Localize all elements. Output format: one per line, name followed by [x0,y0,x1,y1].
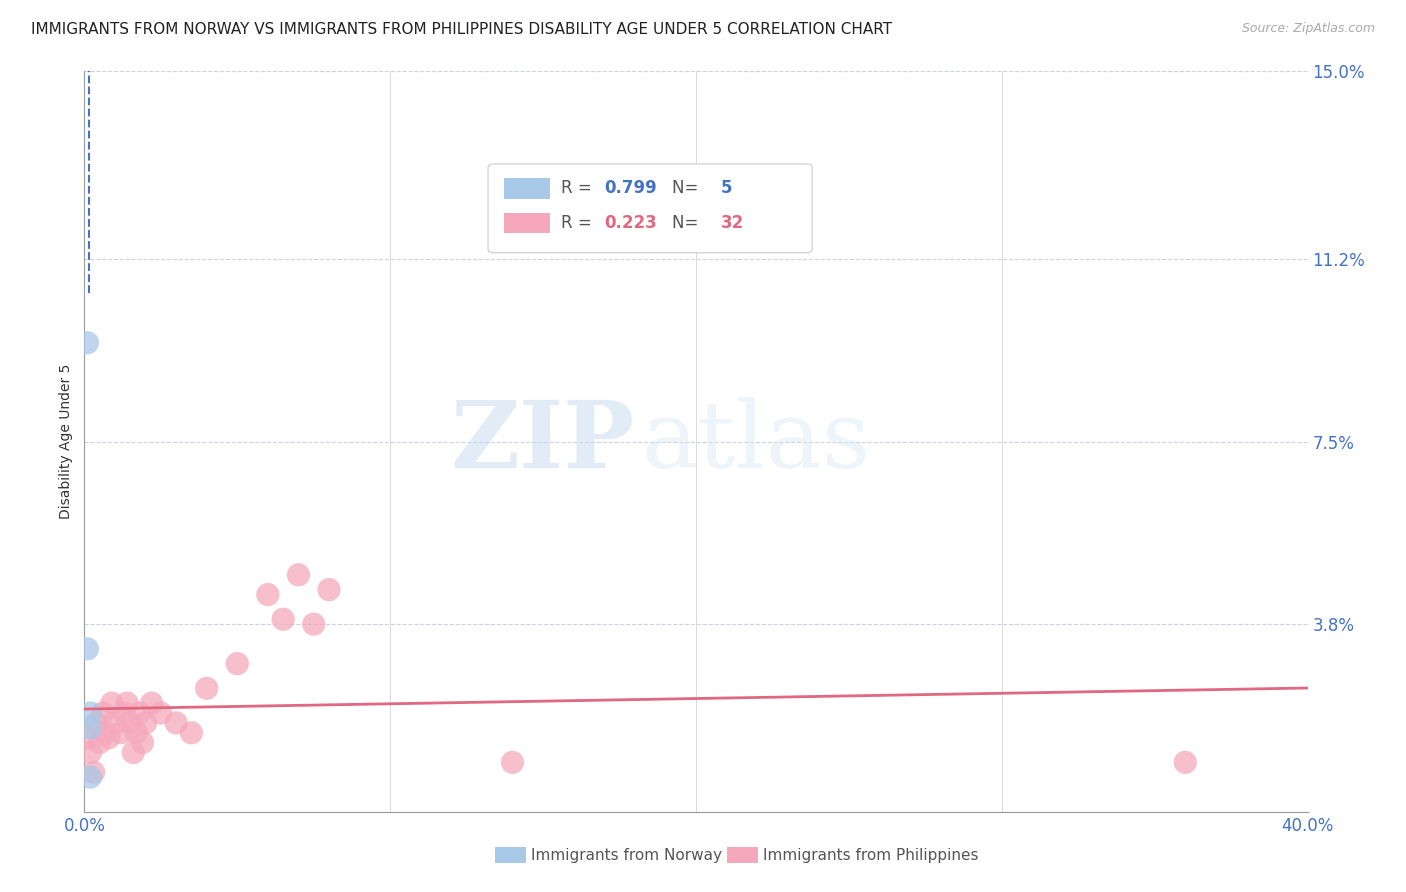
Point [79,746,101,760]
Text: 0.223: 0.223 [605,214,657,232]
Point [122,746,145,760]
Text: N=: N= [672,179,703,197]
Point [128,706,150,720]
Text: Source: ZipAtlas.com: Source: ZipAtlas.com [1241,22,1375,36]
Point [79,721,101,735]
Point [287,567,309,582]
Text: R =: R = [561,179,598,197]
Y-axis label: Disability Age Under 5: Disability Age Under 5 [59,364,73,519]
Point [115,696,138,710]
Text: IMMIGRANTS FROM NORWAY VS IMMIGRANTS FROM PHILIPPINES DISABILITY AGE UNDER 5 COR: IMMIGRANTS FROM NORWAY VS IMMIGRANTS FRO… [31,22,891,37]
Point [89,736,111,750]
Point [110,725,132,739]
Point [97,731,120,745]
Text: N=: N= [672,214,703,232]
Point [257,588,280,602]
Point [125,725,148,739]
Text: 5: 5 [720,179,733,197]
Point [76,641,98,656]
Point [94,725,117,739]
Point [141,696,163,710]
Point [149,706,172,720]
FancyBboxPatch shape [488,164,813,252]
Point [101,696,124,710]
Point [1174,756,1197,770]
Text: Immigrants from Norway: Immigrants from Norway [531,848,723,863]
Point [165,715,187,730]
Point [76,335,98,350]
Point [104,715,127,730]
Text: 32: 32 [720,214,744,232]
Point [120,715,142,730]
Point [86,715,108,730]
Text: 0.799: 0.799 [605,179,657,197]
Point [502,756,524,770]
Point [112,706,135,720]
Point [83,765,105,780]
Point [131,736,153,750]
FancyBboxPatch shape [503,178,550,199]
Point [76,731,98,745]
Text: ZIP: ZIP [450,397,636,486]
FancyBboxPatch shape [503,213,550,234]
Point [226,657,249,671]
Point [135,715,157,730]
Point [302,617,325,632]
Point [271,612,294,626]
Text: Immigrants from Philippines: Immigrants from Philippines [763,848,979,863]
Text: R =: R = [561,214,598,232]
Point [79,770,101,784]
Point [318,582,340,597]
Point [79,706,101,720]
Point [91,706,114,720]
Point [195,681,218,696]
Text: atlas: atlas [641,397,870,486]
Point [180,725,202,739]
